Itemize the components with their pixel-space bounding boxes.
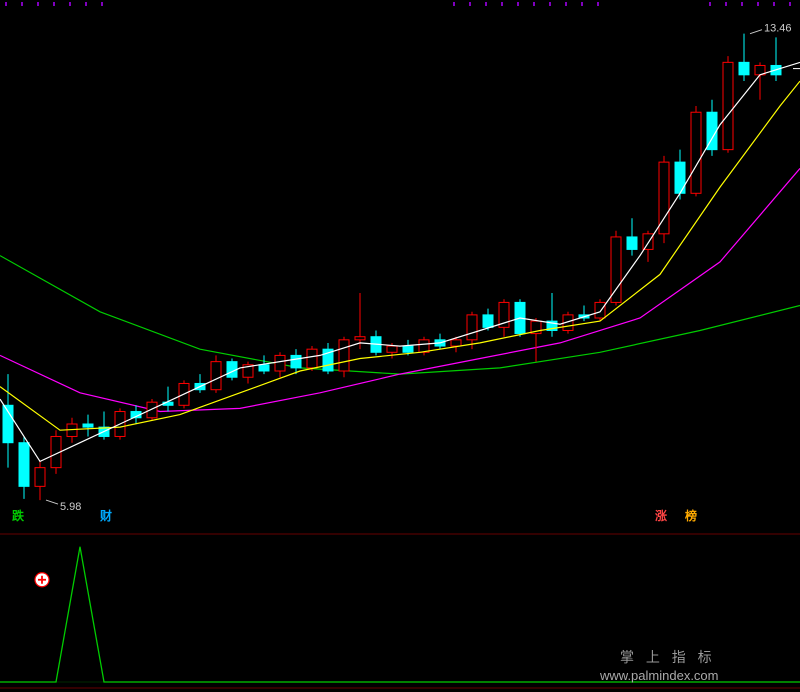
candle — [83, 424, 93, 427]
candle — [307, 349, 317, 368]
candle — [35, 468, 45, 487]
indicator-label: 跌 — [12, 508, 25, 523]
candle — [739, 62, 749, 74]
ma-line — [0, 81, 800, 430]
candle — [211, 362, 221, 390]
candle — [147, 402, 157, 418]
ma-line — [0, 256, 800, 375]
watermark-title: 掌 上 指 标 — [620, 649, 716, 665]
candle — [723, 62, 733, 149]
stock-chart: 13.46 5.98 跌 财 涨 榜掌 上 指 标 www.palmindex.com — [0, 0, 800, 692]
ma-line — [0, 168, 800, 411]
candle — [595, 302, 605, 318]
candle — [643, 234, 653, 250]
price-low-label: 5.98 — [60, 501, 81, 513]
indicator-label: 榜 — [685, 508, 697, 523]
candle — [387, 346, 397, 352]
candle — [403, 346, 413, 352]
candle — [355, 337, 365, 340]
candle — [339, 340, 349, 371]
candle — [675, 162, 685, 193]
candle — [19, 443, 29, 487]
candle — [627, 237, 637, 249]
candle — [275, 355, 285, 371]
price-high-label: 13.46 — [764, 23, 792, 35]
candle — [291, 355, 301, 367]
candle — [691, 112, 701, 193]
indicator-label: 涨 — [655, 508, 667, 523]
watermark-url: www.palmindex.com — [599, 668, 719, 683]
candle — [451, 340, 461, 346]
candle — [483, 315, 493, 327]
candle — [259, 365, 269, 371]
candle — [611, 237, 621, 302]
candle — [467, 315, 477, 340]
indicator-label: 财 — [99, 508, 112, 523]
chart-canvas: 13.46 5.98 跌 财 涨 榜掌 上 指 标 www.palmindex.com — [0, 0, 800, 692]
candle — [419, 340, 429, 352]
